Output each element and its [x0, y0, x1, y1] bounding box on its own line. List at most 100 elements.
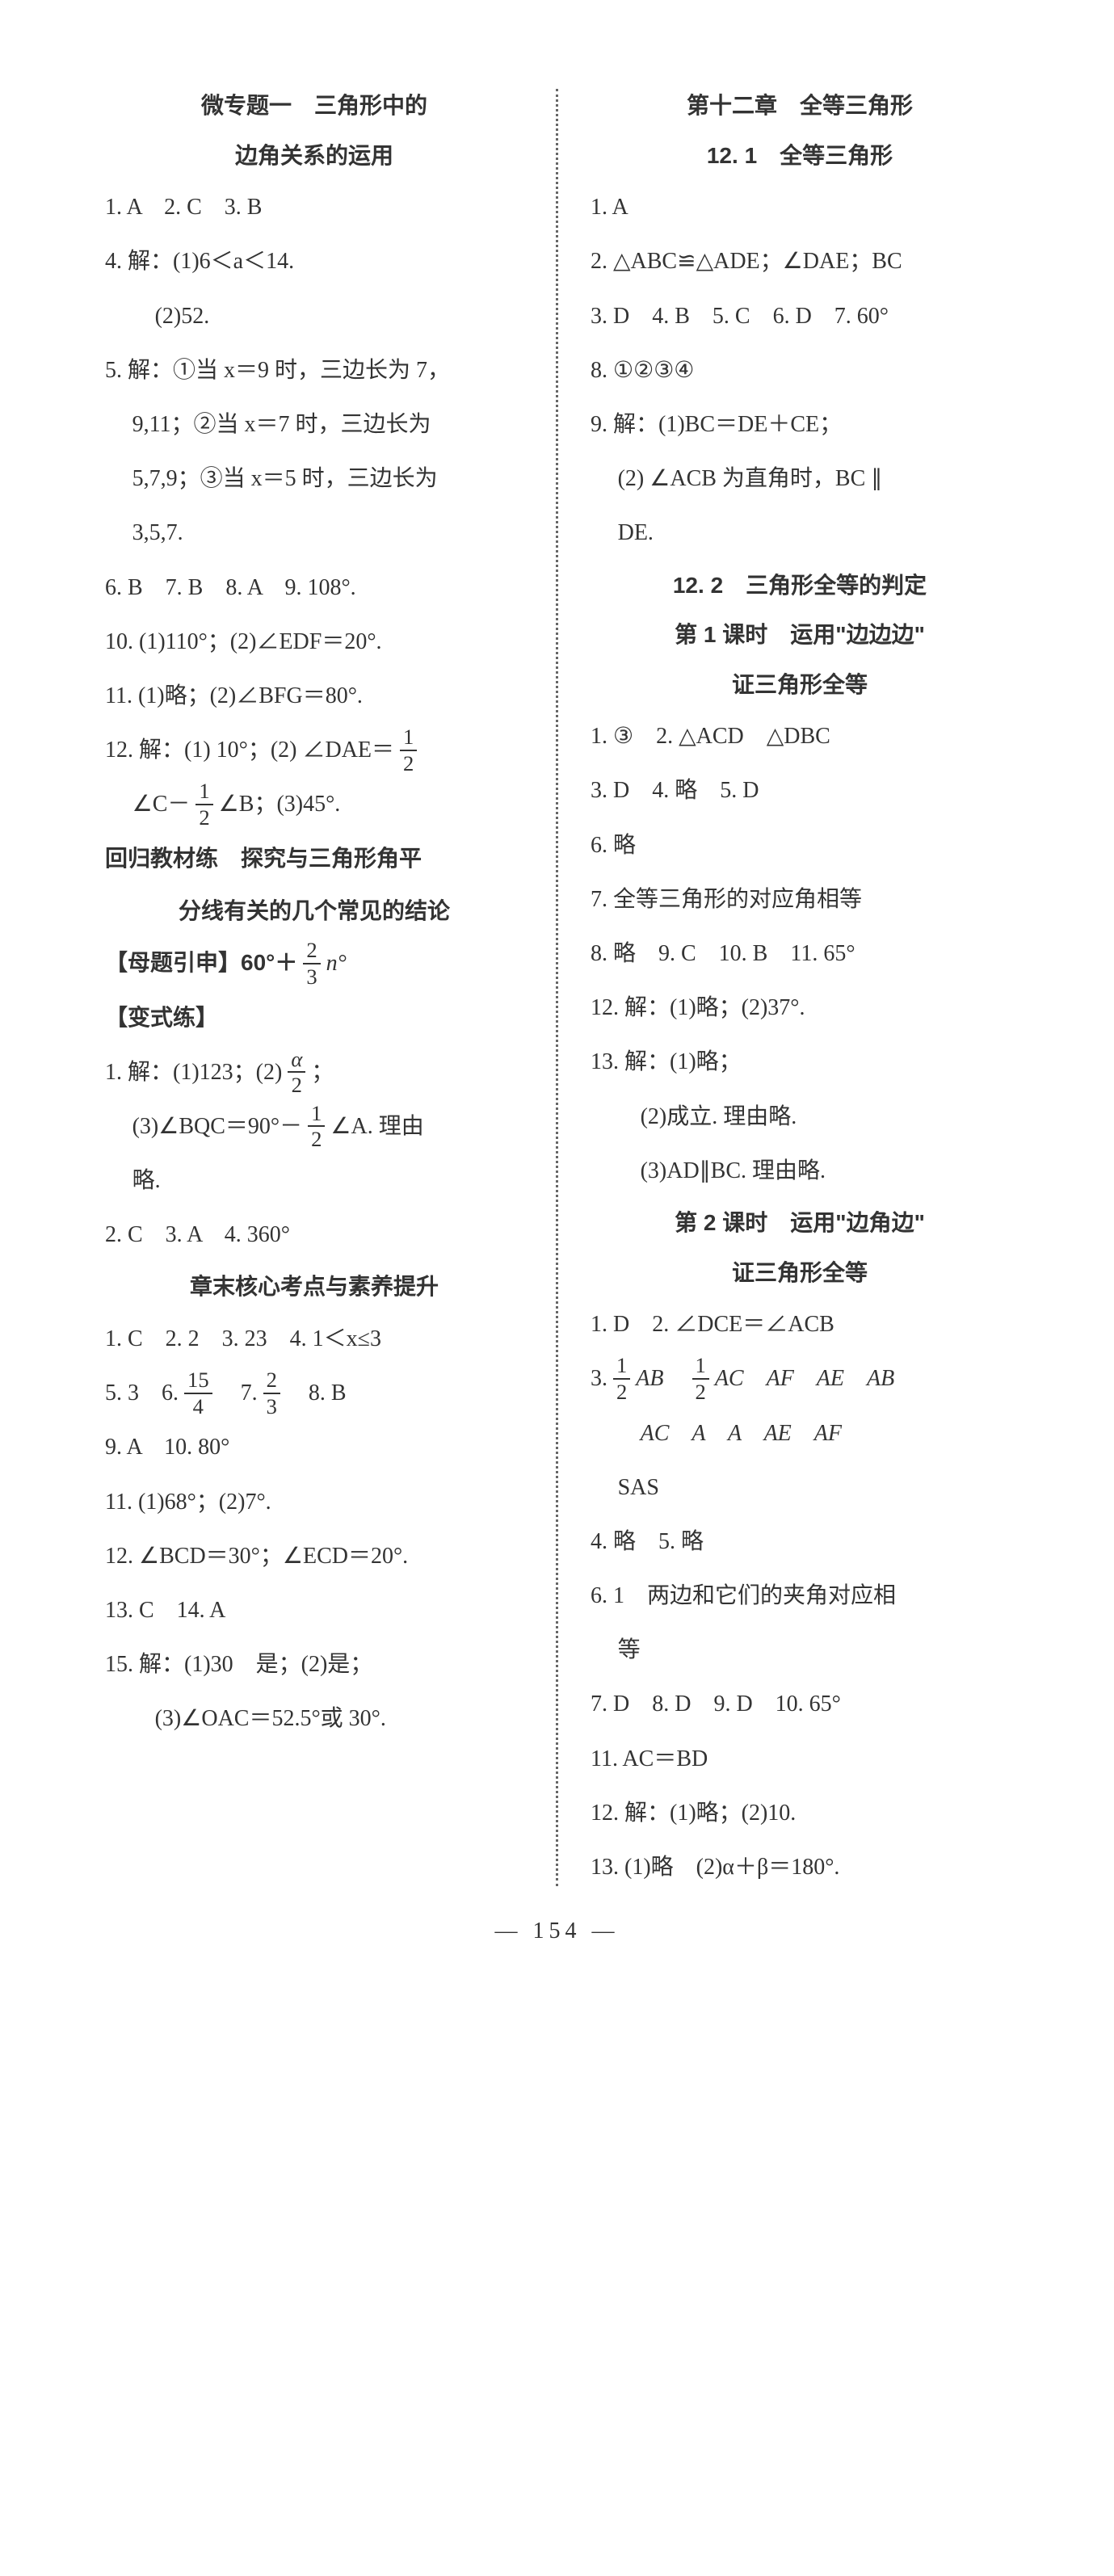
- left-line-8: 6. B 7. B 8. A 9. 108°.: [105, 561, 523, 615]
- fraction-1-2-c: 1 2: [308, 1103, 325, 1150]
- right-line-26: 12. 解：(1)略；(2)10.: [591, 1786, 1009, 1840]
- left-line-16: (3)∠BQC＝90°－ 1 2 ∠A. 理由: [105, 1099, 523, 1154]
- left-heading-2b: 分线有关的几个常见的结论: [105, 886, 523, 936]
- right-line-18: 3. 1 2 AB 1 2 AC AF AE AB: [591, 1351, 1009, 1406]
- left-line-4: 5. 解：①当 x＝9 时，三边长为 7，: [105, 343, 523, 397]
- left-line-6: 5,7,9；③当 x＝5 时，三边长为: [105, 452, 523, 506]
- left-line-7: 3,5,7.: [105, 506, 523, 560]
- right-line-1: 1. A: [591, 180, 1009, 234]
- left-line-12a: ∠C－: [132, 792, 191, 817]
- frac-num: α: [288, 1048, 305, 1074]
- frac-den: 2: [692, 1380, 709, 1403]
- left-line-9: 10. (1)110°；(2)∠EDF＝20°.: [105, 615, 523, 669]
- fraction-2-3: 2 3: [303, 939, 320, 987]
- frac-num: 2: [263, 1369, 280, 1394]
- right-line-20: SAS: [591, 1460, 1009, 1515]
- left-line-3: (2)52.: [105, 289, 523, 343]
- right-heading-5b: 证三角形全等: [591, 1248, 1009, 1298]
- fraction-alpha-2: α 2: [288, 1048, 305, 1096]
- right-line-25: 11. AC＝BD: [591, 1732, 1009, 1786]
- right-line-12: 8. 略 9. C 10. B 11. 65°: [591, 927, 1009, 981]
- left-line-10: 11. (1)略；(2)∠BFG＝80°.: [105, 669, 523, 723]
- left-line-20b: 7.: [218, 1380, 263, 1406]
- right-line-10: 6. 略: [591, 818, 1009, 872]
- left-line-11a: 12. 解：(1) 10°；(2) ∠DAE＝: [105, 738, 394, 763]
- left-line-17: 略.: [105, 1154, 523, 1208]
- frac-num: 15: [184, 1369, 212, 1394]
- right-line-7: DE.: [591, 506, 1009, 560]
- left-line-22: 11. (1)68°；(2)7°.: [105, 1475, 523, 1529]
- left-column: 微专题一 三角形中的 边角关系的运用 1. A 2. C 3. B 4. 解：(…: [105, 81, 523, 1894]
- right-line-18a: 3.: [591, 1366, 613, 1391]
- left-line-19: 1. C 2. 2 3. 23 4. 1＜x≤3: [105, 1312, 523, 1366]
- left-heading-2a: 回归教材练 探究与三角形角平: [105, 831, 523, 885]
- left-line-15: 1. 解：(1)123；(2) α 2 ；: [105, 1045, 523, 1099]
- frac-num: 2: [303, 939, 320, 964]
- frac-den: 2: [308, 1127, 325, 1150]
- left-heading-1a: 微专题一 三角形中的: [105, 81, 523, 131]
- right-line-18b: AB: [636, 1366, 686, 1391]
- fraction-2-3-b: 2 3: [263, 1369, 280, 1417]
- frac-num: 1: [308, 1103, 325, 1128]
- column-divider: [556, 89, 558, 1886]
- frac-den: 2: [288, 1073, 305, 1096]
- fraction-15-4: 15 4: [184, 1369, 212, 1417]
- left-line-16a: (3)∠BQC＝90°－: [132, 1114, 303, 1139]
- right-line-21: 4. 略 5. 略: [591, 1515, 1009, 1569]
- right-line-17: 1. D 2. ∠DCE＝∠ACB: [591, 1297, 1009, 1351]
- page-container: 微专题一 三角形中的 边角关系的运用 1. A 2. C 3. B 4. 解：(…: [105, 81, 1009, 1894]
- right-line-13: 12. 解：(1)略；(2)37°.: [591, 981, 1009, 1035]
- frac-den: 3: [303, 964, 320, 988]
- right-line-2: 2. △ABC≌△ADE；∠DAE；BC: [591, 234, 1009, 288]
- left-line-11: 12. 解：(1) 10°；(2) ∠DAE＝ 1 2: [105, 723, 523, 777]
- right-line-14: 13. 解：(1)略；: [591, 1035, 1009, 1089]
- right-line-11: 7. 全等三角形的对应角相等: [591, 872, 1009, 927]
- frac-den: 2: [400, 751, 417, 775]
- frac-den: 2: [613, 1380, 630, 1403]
- right-line-24: 7. D 8. D 9. D 10. 65°: [591, 1677, 1009, 1731]
- right-line-19: AC A A AE AF: [591, 1406, 1009, 1460]
- right-heading-5a: 第 2 课时 运用"边角边": [591, 1198, 1009, 1248]
- left-line-2: 4. 解：(1)6＜a＜14.: [105, 234, 523, 288]
- left-line-14: 【变式练】: [105, 990, 523, 1044]
- right-heading-2: 12. 1 全等三角形: [591, 131, 1009, 181]
- left-line-20: 5. 3 6. 15 4 7. 2 3 8. B: [105, 1366, 523, 1420]
- fraction-1-2-a: 1 2: [400, 726, 417, 774]
- left-line-20c: 8. B: [286, 1380, 347, 1406]
- right-line-6: (2) ∠ACB 为直角时，BC ∥: [591, 452, 1009, 506]
- left-line-15b: ；: [311, 1060, 334, 1085]
- right-heading-3: 12. 2 三角形全等的判定: [591, 561, 1009, 611]
- right-line-27: 13. (1)略 (2)α＋β＝180°.: [591, 1840, 1009, 1894]
- right-heading-4a: 第 1 课时 运用"边边边": [591, 610, 1009, 660]
- left-line-13a: 【母题引申】60°＋: [105, 950, 297, 975]
- page-number: — 154 —: [105, 1918, 1009, 1944]
- left-line-24: 13. C 14. A: [105, 1583, 523, 1637]
- fraction-1-2-b: 1 2: [195, 780, 212, 828]
- left-line-13b: n°: [326, 951, 347, 976]
- frac-den: 4: [184, 1394, 212, 1418]
- left-line-12: ∠C－ 1 2 ∠B；(3)45°.: [105, 777, 523, 831]
- right-line-18c: AC AF AE AB: [715, 1366, 894, 1391]
- right-line-8: 1. ③ 2. △ACD △DBC: [591, 709, 1009, 763]
- frac-num: 1: [195, 780, 212, 805]
- fraction-1-2-d: 1 2: [613, 1355, 630, 1402]
- frac-num: 1: [400, 726, 417, 751]
- left-line-1: 1. A 2. C 3. B: [105, 180, 523, 234]
- left-line-5: 9,11；②当 x＝7 时，三边长为: [105, 397, 523, 452]
- fraction-1-2-e: 1 2: [692, 1355, 709, 1402]
- frac-den: 2: [195, 805, 212, 829]
- right-line-16: (3)AD∥BC. 理由略.: [591, 1144, 1009, 1198]
- right-line-4: 8. ①②③④: [591, 343, 1009, 397]
- left-line-13: 【母题引申】60°＋ 2 3 n°: [105, 935, 523, 990]
- right-column: 第十二章 全等三角形 12. 1 全等三角形 1. A 2. △ABC≌△ADE…: [591, 81, 1009, 1894]
- left-heading-3: 章末核心考点与素养提升: [105, 1262, 523, 1312]
- left-line-25: 15. 解：(1)30 是；(2)是；: [105, 1637, 523, 1691]
- left-heading-1b: 边角关系的运用: [105, 131, 523, 181]
- left-line-23: 12. ∠BCD＝30°；∠ECD＝20°.: [105, 1529, 523, 1583]
- right-line-15: (2)成立. 理由略.: [591, 1090, 1009, 1144]
- right-line-22: 6. 1 两边和它们的夹角对应相: [591, 1569, 1009, 1623]
- left-line-18: 2. C 3. A 4. 360°: [105, 1208, 523, 1262]
- left-line-16b: ∠A. 理由: [330, 1114, 423, 1139]
- right-heading-4b: 证三角形全等: [591, 660, 1009, 710]
- left-line-12b: ∠B；(3)45°.: [219, 792, 341, 817]
